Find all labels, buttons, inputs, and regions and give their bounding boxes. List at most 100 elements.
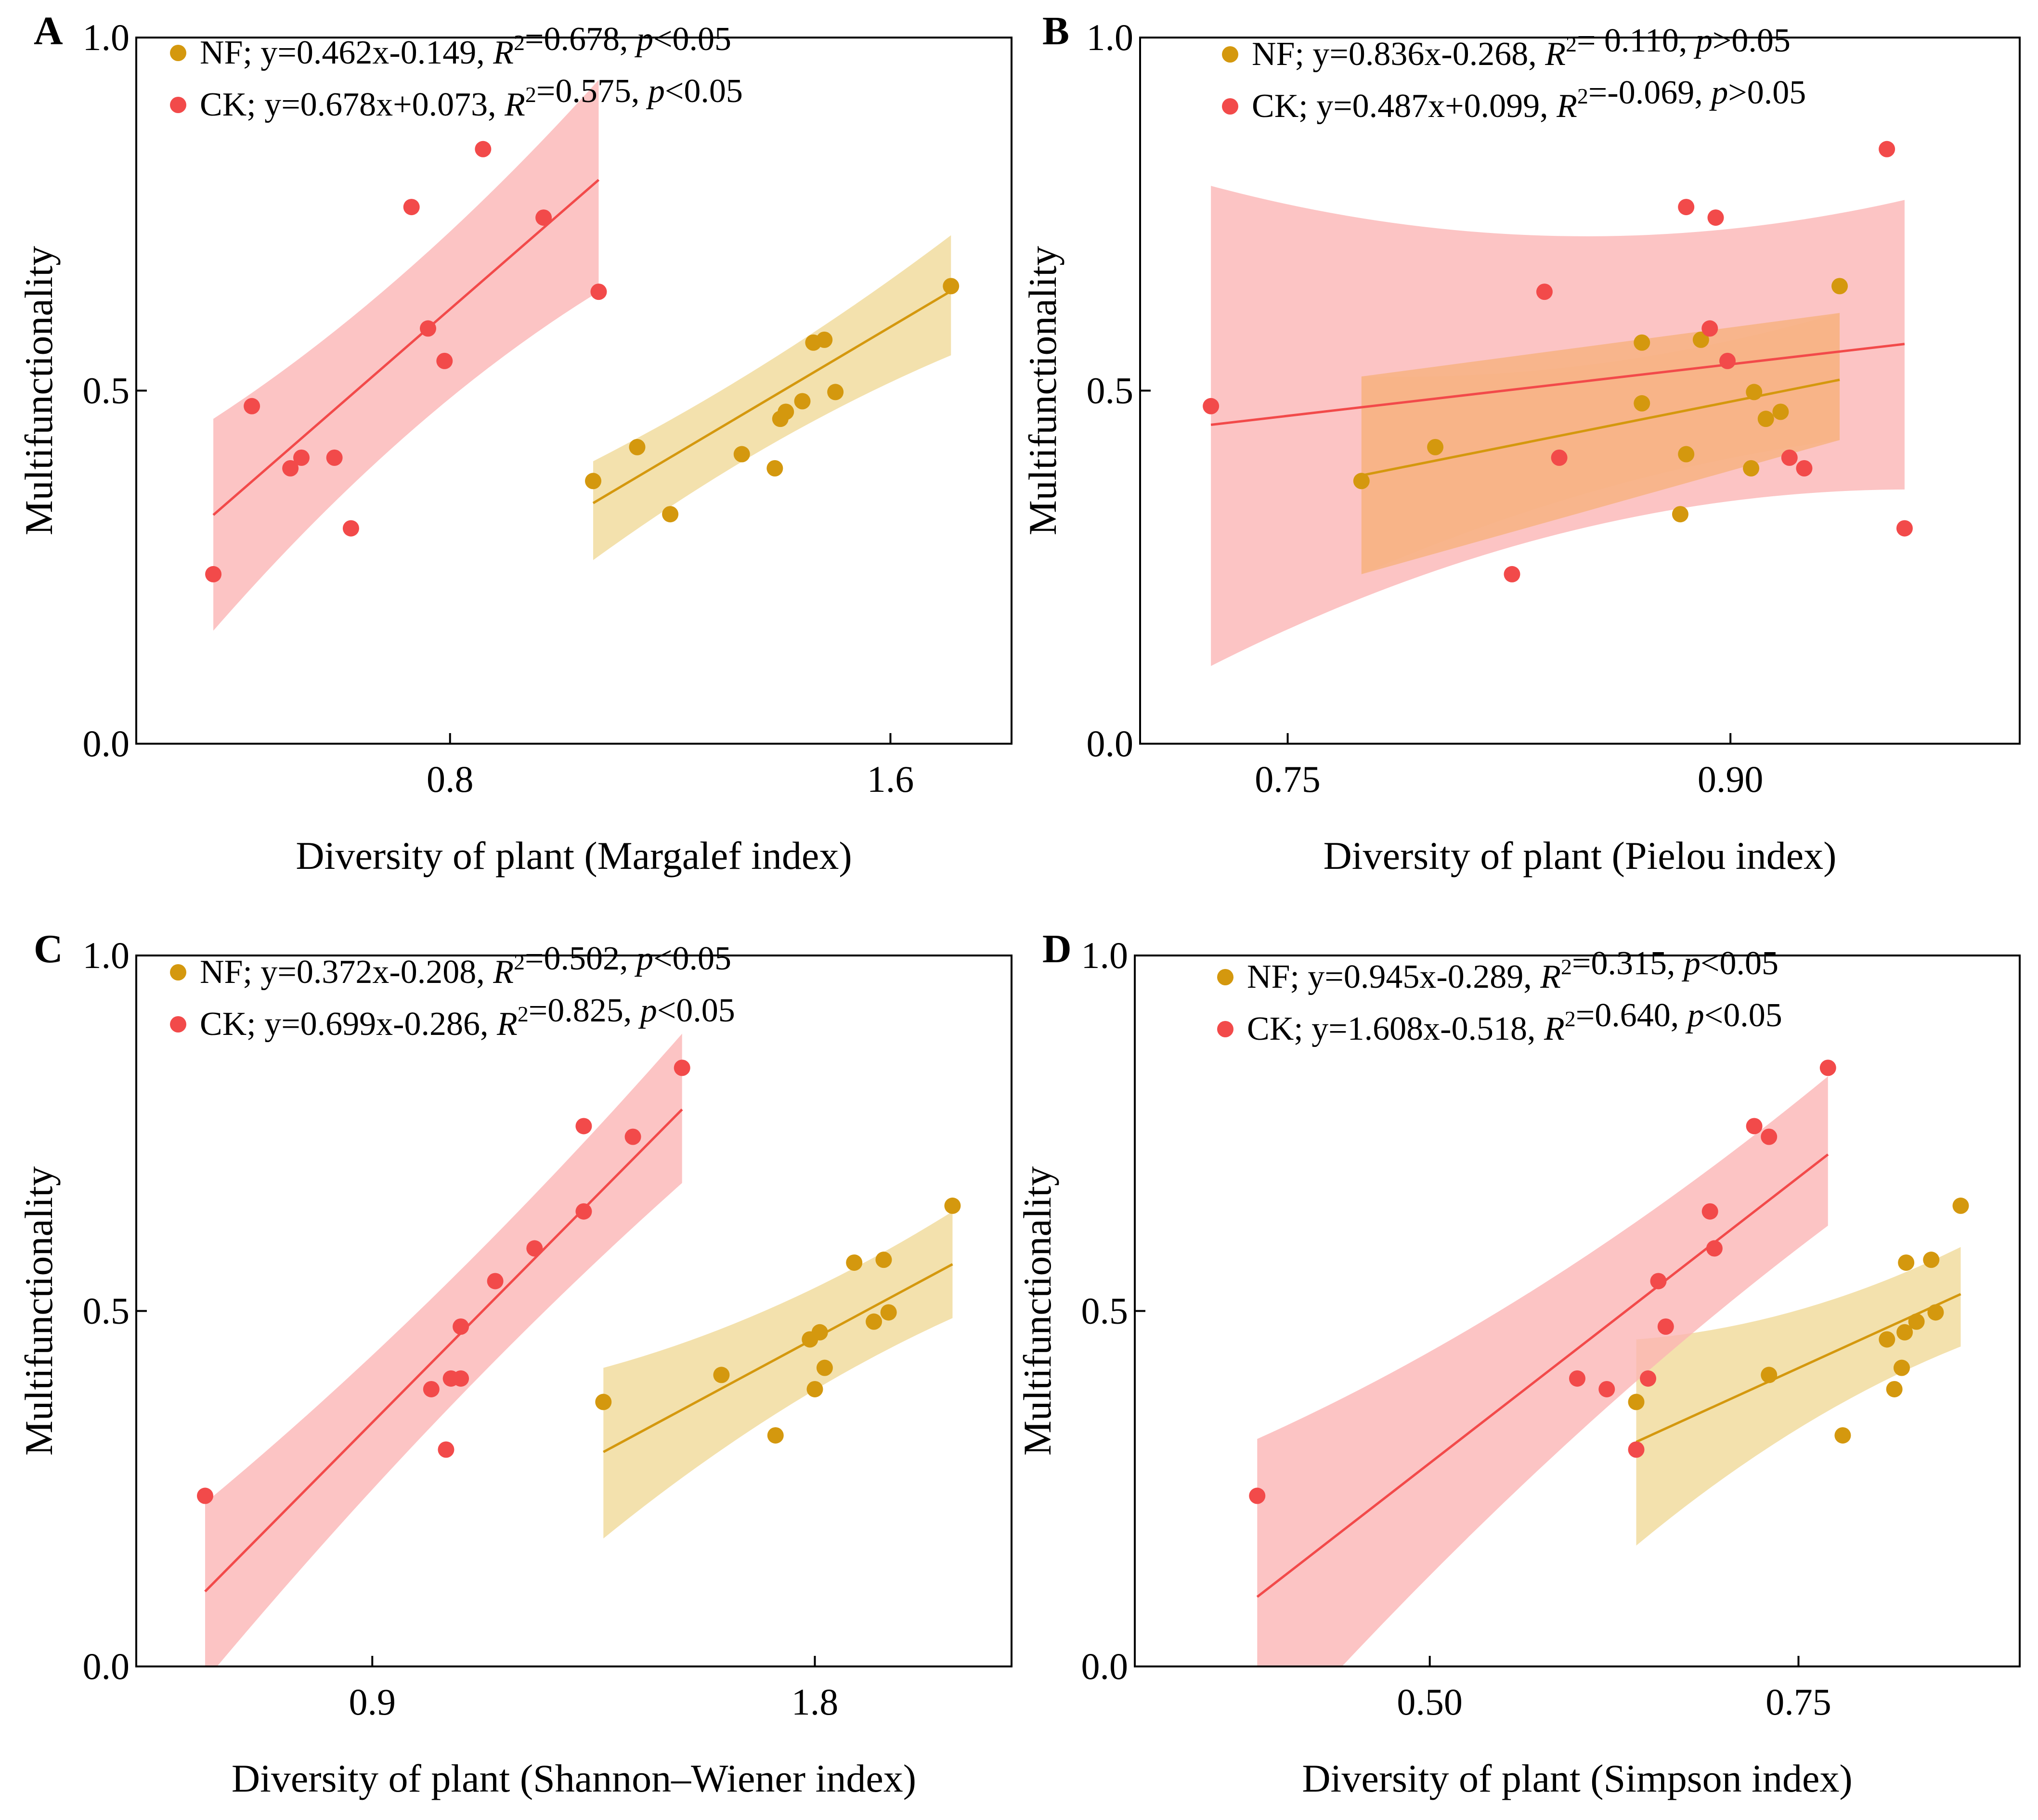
regression-line-ck <box>1256 1153 1829 1598</box>
data-point-ck <box>423 1381 440 1397</box>
legend-marker-ck <box>170 1016 186 1033</box>
legend-text-part: =0.315, <box>1572 945 1684 982</box>
legend-entry-ck: CK; y=1.608x-0.518, R2=0.640, p<0.05 <box>1247 997 1782 1047</box>
overlap-band <box>1361 313 1840 574</box>
data-point-ck <box>526 1240 543 1257</box>
legend-text-part: R <box>493 34 514 71</box>
data-point-ck <box>1781 449 1798 466</box>
legend-text-part: p <box>1693 22 1713 59</box>
y-axis-title: Multifunctionality <box>1021 246 1064 535</box>
data-point-ck <box>420 320 436 337</box>
legend-text-part: CK; y=0.487x+0.099, <box>1252 88 1557 125</box>
data-point-nf <box>1893 1359 1910 1376</box>
data-point-nf <box>1353 473 1370 490</box>
data-point-nf <box>1761 1367 1778 1383</box>
x-tick-label: 1.6 <box>867 758 914 800</box>
regression-line-nf <box>603 1263 953 1453</box>
data-point-nf <box>1692 331 1709 348</box>
data-point-nf <box>880 1304 897 1321</box>
data-point-ck <box>624 1128 641 1145</box>
data-point-ck <box>1628 1441 1645 1458</box>
y-axis-title: Multifunctionality <box>17 1166 61 1456</box>
data-point-nf <box>1743 460 1760 477</box>
data-point-ck <box>590 284 607 300</box>
data-point-ck <box>575 1118 592 1135</box>
y-tick-label: 1.0 <box>1087 16 1134 58</box>
data-point-ck <box>438 1441 454 1458</box>
legend-marker-nf <box>1222 46 1238 63</box>
data-point-ck <box>1707 209 1724 226</box>
data-point-ck <box>1249 1487 1266 1504</box>
plot-area <box>1256 1076 1961 1666</box>
legend-text-part: R <box>1545 36 1566 73</box>
legend-entry-nf: NF; y=0.836x-0.268, R2= 0.110, p>0.05 <box>1252 22 1791 73</box>
data-point-nf <box>1746 384 1763 400</box>
data-point-nf <box>811 1324 828 1341</box>
data-point-nf <box>1628 1394 1645 1410</box>
data-point-nf <box>1927 1304 1944 1321</box>
legend-text-part: R <box>1556 88 1577 125</box>
panel-letter: B <box>1042 9 1069 53</box>
confidence-band-nf <box>603 1211 953 1539</box>
data-point-nf <box>1886 1381 1903 1397</box>
legend-text-part: >0.05 <box>1728 74 1806 111</box>
data-point-ck <box>1796 460 1813 477</box>
legend-marker-nf <box>1217 969 1233 985</box>
data-point-nf <box>1834 1427 1851 1444</box>
legend-text-part: p <box>1681 945 1700 982</box>
data-point-nf <box>827 384 844 400</box>
legend-text-part: p <box>634 21 653 58</box>
data-point-ck <box>674 1059 690 1076</box>
data-point-nf <box>1898 1254 1915 1271</box>
x-tick-label: 0.50 <box>1397 1681 1463 1723</box>
data-point-ck <box>535 209 552 226</box>
legend-text-part: R <box>504 86 525 123</box>
data-point-ck <box>205 566 222 582</box>
data-point-nf <box>1672 506 1688 523</box>
data-point-nf <box>767 1427 784 1444</box>
data-point-nf <box>816 1359 833 1376</box>
data-point-nf <box>629 439 646 455</box>
legend-text-part: <0.05 <box>1704 997 1782 1034</box>
data-point-nf <box>733 446 750 463</box>
legend-text-part: =0.825, <box>529 992 640 1029</box>
data-point-nf <box>846 1254 863 1271</box>
data-point-nf <box>1831 278 1848 295</box>
data-point-ck <box>244 398 260 414</box>
legend-entry-nf: NF; y=0.462x-0.149, R2=0.678, p<0.05 <box>200 21 731 71</box>
legend-text-part: 2 <box>1577 84 1588 108</box>
regression-line-ck <box>204 1109 683 1593</box>
data-point-ck <box>1678 199 1695 216</box>
x-tick-label: 0.9 <box>349 1681 396 1723</box>
data-point-nf <box>585 473 602 490</box>
confidence-band-ck <box>205 1033 682 1666</box>
x-tick-label: 1.8 <box>792 1681 839 1723</box>
data-point-nf <box>1678 446 1695 463</box>
legend-text-part: p <box>1685 997 1704 1034</box>
panel-d: 0.0 0.5 1.0 0.50 0.75 Diversity of plant (Sim… <box>1015 927 2021 1800</box>
regression-line-ck <box>1210 343 1905 426</box>
data-point-nf <box>595 1394 612 1410</box>
legend-marker-ck <box>1222 98 1238 115</box>
legend-text-part: <0.05 <box>653 21 731 58</box>
legend-text-part: <0.05 <box>653 940 731 977</box>
legend-text-part: >0.05 <box>1713 22 1791 59</box>
data-point-nf <box>778 403 794 420</box>
data-point-nf <box>794 393 811 410</box>
y-tick-label: 1.0 <box>1081 934 1129 976</box>
data-point-ck <box>1551 449 1568 466</box>
y-tick-label: 0.0 <box>83 1645 130 1687</box>
data-point-nf <box>766 460 783 477</box>
data-point-ck <box>1896 520 1913 537</box>
data-point-ck <box>282 460 299 477</box>
data-point-ck <box>342 520 359 537</box>
data-point-ck <box>326 449 343 466</box>
legend-entry-ck: CK; y=0.678x+0.073, R2=0.575, p<0.05 <box>200 73 743 123</box>
legend-text-part: R <box>496 1006 518 1043</box>
legend-text-part: NF; y=0.462x-0.149, <box>200 34 493 71</box>
data-point-ck <box>1819 1059 1836 1076</box>
data-point-nf <box>866 1313 883 1330</box>
legend-text-part: NF; y=0.372x-0.208, <box>200 954 493 991</box>
y-tick-label: 0.0 <box>1081 1645 1129 1687</box>
data-point-ck <box>403 199 420 216</box>
